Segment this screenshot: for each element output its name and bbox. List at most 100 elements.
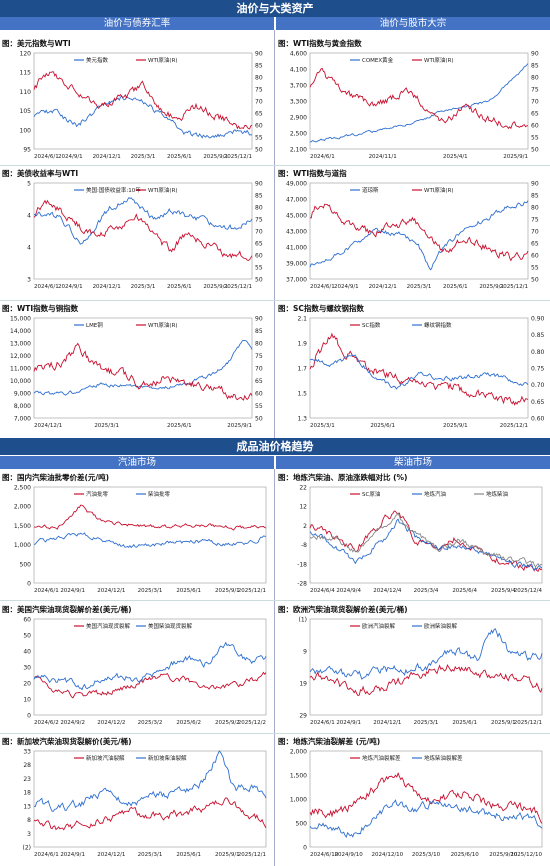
- y2-tick-label: 80: [255, 205, 263, 212]
- y-tick-label: 5: [27, 181, 31, 188]
- x-tick-label: 2025/9/10: [489, 852, 518, 858]
- y-tick-label: 1,500: [290, 773, 307, 780]
- y2-tick-label: 90: [255, 316, 263, 323]
- y-tick-label: 3,700: [290, 83, 307, 90]
- y-tick-label: 33: [23, 749, 31, 756]
- chart-panel: 图：地炼汽柴油裂解差 (元/吨) 2,000 1,500 1,000 500 0 2024/…: [276, 736, 550, 862]
- y-tick-label: (1): [299, 617, 308, 624]
- x-tick-label: 2024/12/1: [97, 588, 125, 594]
- chart-panel: 图：美国汽柴油现货裂解价差(美元/桶) 60 50 40 30 20 10 0 2024/6/2…: [0, 604, 275, 730]
- series-line: [33, 342, 253, 401]
- y2-tick-label: 70: [255, 229, 263, 236]
- y-tick-label: 3: [27, 831, 31, 838]
- y2-tick-label: 50: [255, 277, 263, 284]
- legend-label: 美国柴油现货裂解: [148, 622, 193, 630]
- y-tick-label: 41,000: [286, 245, 307, 252]
- chart-panel: 图：国内汽柴油批零价差(元/吨) 2,500 2,000 1,500 1,000 500 0…: [0, 472, 275, 598]
- series-line: [309, 203, 529, 262]
- plot-frame: [33, 750, 267, 848]
- series-line: [309, 664, 543, 697]
- x-tick-label: 2024/6/1: [310, 154, 335, 160]
- y2-tick-label: 0.65: [531, 399, 545, 406]
- y2-tick-label: 60: [531, 123, 539, 130]
- x-tick-label: 2024/9/1: [58, 284, 83, 290]
- y-tick-label: 3: [27, 277, 31, 284]
- y-tick-label: 2.1: [297, 316, 307, 323]
- y2-tick-label: 70: [531, 99, 539, 106]
- x-tick-label: 2025/4/1: [443, 154, 468, 160]
- series-line: [33, 641, 267, 691]
- legend-label: 美国汽油现货裂解: [86, 622, 131, 630]
- x-tick-label: 2025/9/1: [503, 154, 528, 160]
- x-tick-label: 2025/12/10: [510, 852, 542, 858]
- x-tick-label: 2024/12/1: [93, 154, 121, 160]
- y2-tick-label: 65: [255, 378, 263, 385]
- y-tick-label: 19: [299, 681, 307, 688]
- line-chart: 120 115 110 105 100 95 90 85 80 75 70 65 60 55 50 2024/…: [20, 51, 263, 161]
- chart-panel: 图：WTI指数与黄金指数 4,600 4,100 3,700 3,300 2,900 2,5…: [276, 38, 550, 164]
- y2-tick-label: 70: [531, 229, 539, 236]
- y2-tick-label: 50: [531, 277, 539, 284]
- x-tick-label: 2025/9/1: [479, 284, 504, 290]
- legend-label: 地炼汽油裂解差: [362, 754, 401, 762]
- y2-tick-label: 60: [255, 253, 263, 260]
- y2-tick-label: 80: [255, 75, 263, 82]
- chart-title: 图：地炼汽柴油、原油涨跌幅对比 (%): [278, 473, 408, 482]
- series-line: [33, 95, 253, 139]
- x-tick-label: 2025/3/1: [131, 154, 156, 160]
- x-tick-label: 2025/12/1: [224, 154, 252, 160]
- x-tick-label: 2024/12/2: [97, 720, 125, 726]
- y-tick-label: 20: [23, 681, 31, 688]
- section-banner-assets: 油价与大类资产: [0, 0, 550, 17]
- chart-title: 图：美国汽柴油现货裂解价差(美元/桶): [2, 605, 132, 614]
- legend-label: 地炼柴油: [486, 490, 509, 498]
- chart-panel: 图：美债收益率与WTI 5 4 4 3 90 85 80 75 70 65 60 55 50 2024/6/…: [0, 168, 275, 294]
- y-tick-label: 10,000: [10, 378, 31, 385]
- subheader-diesel: 柴油市场: [276, 456, 550, 469]
- y-tick-label: 120: [20, 51, 32, 58]
- y-tick-label: 45,000: [286, 213, 307, 220]
- y2-tick-label: 90: [531, 181, 539, 188]
- chart-title: 图：WTI指数与道指: [278, 169, 347, 178]
- x-tick-label: 2025/9/1: [203, 284, 228, 290]
- x-tick-label: 2024/12/1: [34, 423, 62, 429]
- y-tick-label: 2,500: [290, 131, 307, 138]
- y2-tick-label: 80: [255, 341, 263, 348]
- y-tick-label: 500: [20, 561, 32, 568]
- legend-label: 柴油批零: [148, 490, 171, 498]
- x-tick-label: 2025/12/2: [238, 720, 266, 726]
- x-tick-label: 2025/9/2: [215, 720, 240, 726]
- x-tick-label: 2025/6/2: [176, 720, 201, 726]
- legend-label: 地炼汽油: [424, 490, 447, 498]
- divider: [0, 165, 550, 166]
- y2-tick-label: 55: [255, 135, 263, 142]
- y-tick-label: 4: [27, 245, 31, 252]
- x-tick-label: 2024/12/4: [373, 588, 402, 594]
- series-line: [309, 628, 543, 680]
- y2-tick-label: 65: [531, 111, 539, 118]
- legend-label: WTI原油(R): [148, 186, 178, 194]
- series-line: [309, 200, 529, 271]
- legend-label: 地炼柴油裂解差: [424, 754, 463, 762]
- y-tick-label: 8,000: [14, 403, 31, 410]
- y-tick-label: 1.7: [297, 366, 307, 373]
- x-tick-label: 2025/12/1: [238, 588, 266, 594]
- y2-tick-label: 75: [255, 353, 263, 360]
- y-tick-label: 47,000: [286, 197, 307, 204]
- line-chart: 4,600 4,100 3,700 3,300 2,900 2,500 2,100 90 85 8…: [290, 51, 539, 161]
- legend-label: 道琼斯: [362, 186, 379, 194]
- subheader-oil-bonds: 油价与债券汇率: [0, 17, 274, 30]
- x-tick-label: 2025/6/1: [370, 423, 395, 429]
- x-tick-label: 2024/6/2: [34, 720, 59, 726]
- chart-title: 图：地炼汽柴油裂解差 (元/吨): [278, 737, 381, 746]
- x-tick-label: 2024/9/10: [335, 852, 364, 858]
- x-tick-label: 2024/9/1: [60, 852, 85, 858]
- x-tick-label: 2025/9/1: [491, 720, 516, 726]
- series-line: [34, 750, 267, 812]
- chart-panel: 图：欧洲汽柴油现货裂解价差(美元/桶) (1) 9 19 29 2024/6/1 2024/…: [276, 604, 550, 730]
- x-tick-label: 2024/12/1: [97, 852, 125, 858]
- y-tick-label: -18: [297, 561, 307, 568]
- chart-panel: 图：美元指数与WTI 120 115 110 105 100 95 90 85 80 75 70 65 6…: [0, 38, 275, 164]
- line-chart: 2.1 1.9 1.7 1.5 1.3 0.90 0.85 0.80 0.75 0.70 0.65 0…: [297, 316, 545, 430]
